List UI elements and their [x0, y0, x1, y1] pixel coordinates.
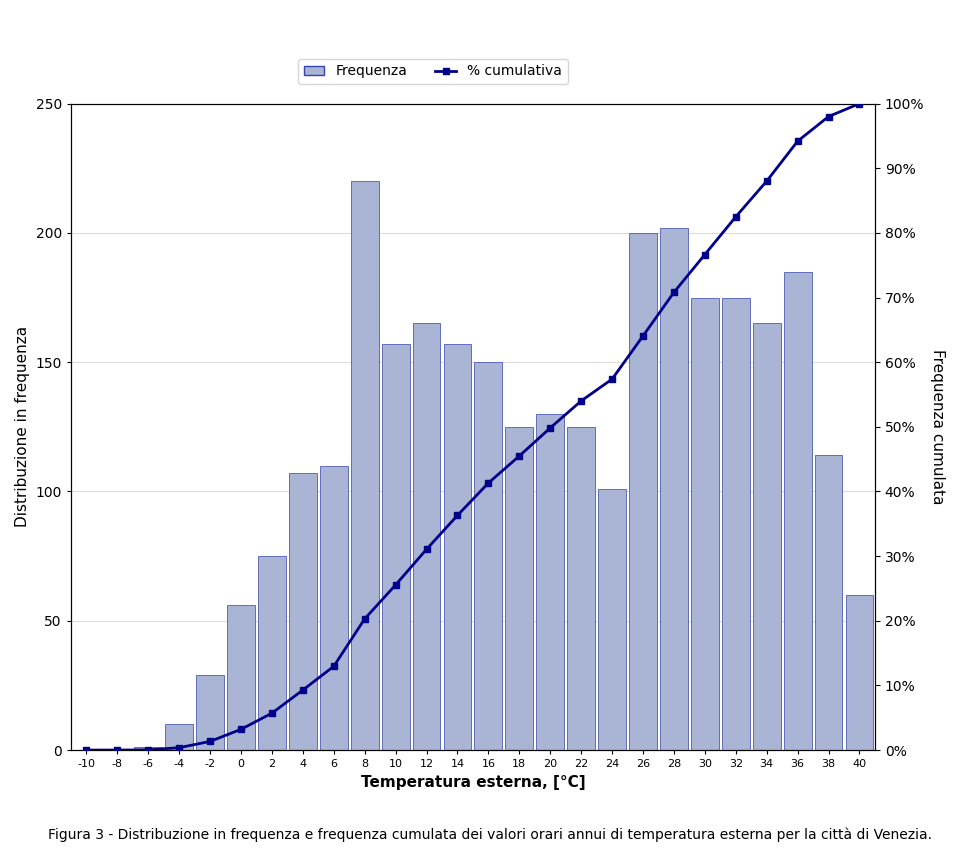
Bar — [165, 724, 193, 750]
Bar — [258, 556, 286, 750]
Bar — [474, 362, 502, 750]
Bar — [196, 675, 224, 750]
Bar — [815, 455, 843, 750]
Bar — [228, 605, 255, 750]
Bar — [537, 414, 564, 750]
Bar — [134, 747, 162, 750]
Bar — [660, 228, 688, 750]
Bar — [289, 473, 317, 750]
Bar — [691, 298, 719, 750]
X-axis label: Temperatura esterna, [°C]: Temperatura esterna, [°C] — [361, 775, 586, 789]
Bar — [382, 344, 410, 750]
Bar — [629, 233, 657, 750]
Legend: Frequenza, % cumulativa: Frequenza, % cumulativa — [298, 59, 567, 84]
Bar — [567, 427, 595, 750]
Bar — [722, 298, 750, 750]
Bar — [753, 324, 780, 750]
Y-axis label: Frequenza cumulata: Frequenza cumulata — [930, 349, 945, 504]
Bar — [320, 466, 348, 750]
Bar — [846, 595, 874, 750]
Y-axis label: Distribuzione in frequenza: Distribuzione in frequenza — [15, 326, 30, 527]
Bar — [505, 427, 533, 750]
Bar — [350, 181, 378, 750]
Bar — [783, 271, 811, 750]
Bar — [444, 344, 471, 750]
Bar — [598, 489, 626, 750]
Text: Figura 3 - Distribuzione in frequenza e frequenza cumulata dei valori orari annu: Figura 3 - Distribuzione in frequenza e … — [48, 828, 932, 842]
Bar — [413, 324, 441, 750]
